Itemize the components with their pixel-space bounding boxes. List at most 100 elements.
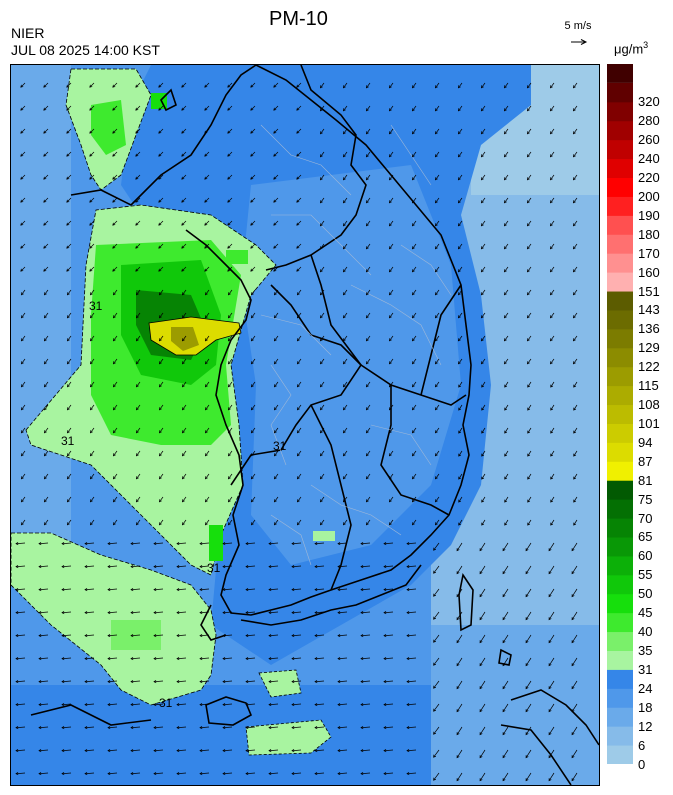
wind-vector	[90, 381, 95, 388]
wind-vector-head	[268, 633, 272, 638]
wind-vector-head	[204, 522, 208, 526]
wind-vector	[343, 289, 348, 296]
wind-vector	[274, 519, 279, 526]
wind-vector-head	[571, 617, 575, 621]
wind-vector-head	[314, 587, 318, 592]
wind-vector	[573, 404, 578, 411]
wind-vector	[228, 427, 233, 434]
wind-vector-head	[548, 709, 552, 713]
wind-vector-head	[433, 708, 437, 712]
wind-vector-head	[250, 476, 254, 480]
wind-vector-head	[273, 361, 277, 365]
wind-vector	[199, 611, 210, 614]
pm10-map[interactable]: 31 31 31 31 31	[10, 64, 600, 786]
wind-vector-head	[458, 430, 462, 434]
coastlines	[30, 65, 599, 785]
wind-vector	[479, 611, 486, 620]
wind-vector-head	[66, 430, 70, 434]
wind-vector-head	[20, 84, 24, 88]
wind-vector	[130, 749, 141, 752]
wind-vector	[38, 565, 49, 568]
wind-vector	[199, 542, 210, 545]
wind-vector	[297, 381, 302, 388]
wind-vector	[181, 82, 187, 88]
wind-vector	[153, 703, 164, 706]
wind-vector-head	[479, 663, 483, 667]
wind-vector-head	[227, 292, 231, 296]
wind-vector-head	[548, 755, 552, 759]
wind-vector	[297, 404, 302, 411]
wind-vector-head	[526, 338, 530, 342]
wind-vector	[181, 197, 187, 203]
wind-vector-head	[268, 541, 272, 546]
wind-vector-head	[502, 755, 506, 759]
wind-vector	[527, 289, 532, 296]
wind-vector-head	[314, 633, 318, 638]
wind-vector-head	[20, 292, 24, 296]
wind-vector-head	[411, 269, 415, 273]
wind-vector	[343, 427, 348, 434]
wind-vector	[502, 588, 509, 597]
wind-vector-head	[250, 84, 254, 88]
wind-vector	[550, 427, 555, 434]
wind-vector	[181, 266, 187, 272]
wind-vector	[176, 611, 187, 614]
wind-vector-head	[502, 548, 506, 552]
wind-vector	[199, 749, 210, 752]
wind-vector	[412, 381, 417, 388]
wind-vector-head	[250, 176, 254, 180]
wind-vector	[504, 358, 509, 365]
wind-vector-head	[89, 130, 93, 134]
wind-vector	[250, 151, 256, 157]
wind-vector	[406, 634, 417, 637]
wind-vector-head	[84, 656, 88, 661]
wind-vector-head	[365, 85, 369, 89]
wind-vector	[320, 289, 325, 296]
wind-vector	[573, 519, 578, 526]
wind-vector-head	[411, 407, 415, 411]
wind-vector	[458, 312, 463, 319]
wind-vector-head	[204, 84, 208, 88]
wind-vector	[245, 726, 256, 729]
wind-vector-head	[406, 564, 410, 569]
wind-vector-head	[153, 587, 157, 592]
wind-vector-head	[360, 610, 364, 615]
wind-vector	[153, 726, 164, 729]
wind-vector-head	[571, 594, 575, 598]
wind-vector	[571, 542, 578, 551]
wind-vector-head	[158, 522, 162, 526]
wind-vector-head	[319, 476, 323, 480]
legend-tick-label: 0	[638, 756, 646, 772]
wind-vector-head	[365, 246, 369, 250]
wind-vector-head	[135, 199, 139, 203]
wind-vector	[274, 427, 279, 434]
wind-vector-head	[20, 453, 24, 457]
wind-vector	[412, 128, 417, 135]
wind-vector-head	[572, 315, 576, 319]
wind-vector	[38, 588, 49, 591]
wind-vector	[15, 565, 26, 568]
wind-vector-head	[481, 384, 485, 388]
wind-vector-head	[388, 154, 392, 158]
wind-vector	[456, 726, 463, 735]
wind-vector-head	[296, 199, 300, 203]
wind-vector	[433, 749, 440, 758]
wind-vector	[21, 519, 26, 526]
wind-vector-head	[383, 771, 387, 776]
wind-vector-head	[504, 430, 508, 434]
wind-vector-head	[319, 85, 323, 89]
timestamp-label: JUL 08 2025 14:00 KST	[11, 42, 160, 58]
wind-vector-head	[502, 594, 506, 598]
wind-vector-head	[158, 153, 162, 157]
wind-vector	[337, 542, 348, 545]
wind-vector-head	[388, 223, 392, 227]
wind-vector-head	[503, 154, 507, 158]
wind-vector	[320, 243, 325, 250]
wind-vector	[548, 657, 555, 666]
wind-vector	[153, 657, 164, 660]
wind-vector-head	[20, 176, 24, 180]
wind-vector-head	[503, 269, 507, 273]
wind-vector	[412, 427, 417, 434]
wind-vector-head	[153, 656, 157, 661]
wind-vector	[320, 128, 325, 135]
